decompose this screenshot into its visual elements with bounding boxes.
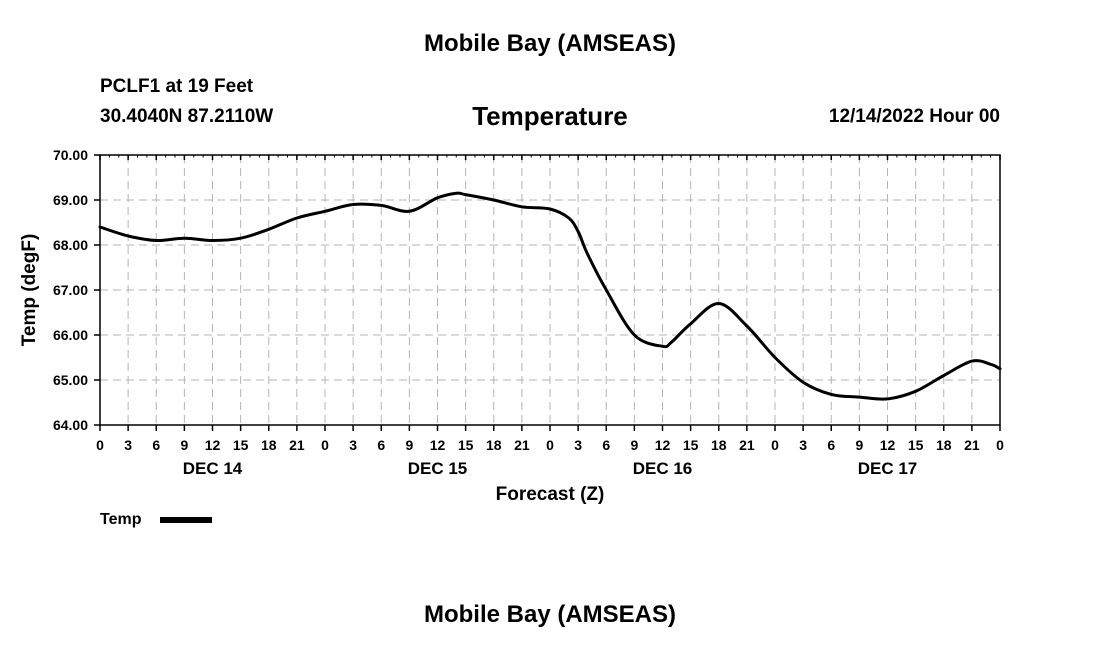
x-tick-label: 21 <box>739 437 755 453</box>
x-tick-label: 6 <box>377 437 385 453</box>
day-labels: DEC 14 DEC 15 DEC 16 DEC 17 <box>183 459 918 478</box>
x-tick-label: 21 <box>964 437 980 453</box>
y-axis-label: Temp (degF) <box>19 234 40 347</box>
x-axis-label: Forecast (Z) <box>496 484 605 505</box>
x-tick-label: 9 <box>630 437 638 453</box>
x-tick-label: 18 <box>936 437 952 453</box>
x-tick-label: 9 <box>405 437 413 453</box>
x-tick-labels: 0 3 6 9 12 15 18 21 0 3 6 9 12 15 18 21 0 3 6 9 12 15 18 21 0 3 6 9… <box>96 437 1004 453</box>
x-tick-label: 0 <box>546 437 554 453</box>
y-tick-label: 70.00 <box>53 147 88 163</box>
y-tick-label: 64.00 <box>53 417 88 433</box>
chart-heading: Temperature <box>472 101 628 131</box>
x-tick-label: 0 <box>996 437 1004 453</box>
x-tick-label: 3 <box>799 437 807 453</box>
day-label: DEC 14 <box>183 459 243 478</box>
x-tick-label: 15 <box>233 437 249 453</box>
y-tick-labels: 64.00 65.00 66.00 67.00 68.00 69.00 70.00 <box>53 147 88 433</box>
x-tick-label: 18 <box>711 437 727 453</box>
grid <box>100 155 1000 425</box>
x-tick-label: 0 <box>321 437 329 453</box>
x-tick-label: 12 <box>880 437 896 453</box>
x-tick-label: 12 <box>655 437 671 453</box>
coordinates-label: 30.4040N 87.2110W <box>100 106 274 127</box>
x-tick-label: 18 <box>261 437 277 453</box>
top-title: Mobile Bay (AMSEAS) <box>423 30 677 57</box>
x-tick-label: 12 <box>430 437 446 453</box>
legend-label-temp: Temp <box>100 511 142 528</box>
x-tick-label: 21 <box>514 437 530 453</box>
x-tick-label: 21 <box>289 437 305 453</box>
x-tick-label: 6 <box>152 437 160 453</box>
x-tick-label: 3 <box>124 437 132 453</box>
y-tick-label: 69.00 <box>53 192 88 208</box>
legend-swatch-temp <box>160 517 212 523</box>
station-label: PCLF1 at 19 Feet <box>100 76 254 97</box>
x-tick-label: 0 <box>771 437 779 453</box>
x-tick-label: 15 <box>458 437 474 453</box>
x-tick-label: 15 <box>683 437 699 453</box>
x-tick-label: 3 <box>574 437 582 453</box>
temperature-chart: 64.00 65.00 66.00 67.00 68.00 69.00 70.00 0 3 6 9… <box>19 147 1004 505</box>
y-tick-label: 67.00 <box>53 282 88 298</box>
x-tick-label: 0 <box>96 437 104 453</box>
run-time-label: 12/14/2022 Hour 00 <box>828 106 1000 127</box>
y-tick-label: 65.00 <box>53 372 88 388</box>
axis-ticks <box>94 154 1001 431</box>
x-tick-label: 6 <box>827 437 835 453</box>
x-tick-label: 9 <box>855 437 863 453</box>
x-tick-label: 3 <box>349 437 357 453</box>
day-label: DEC 15 <box>408 459 468 478</box>
x-tick-label: 6 <box>602 437 610 453</box>
y-tick-label: 68.00 <box>53 237 88 253</box>
y-tick-label: 66.00 <box>53 327 88 343</box>
day-label: DEC 17 <box>858 459 918 478</box>
x-tick-label: 12 <box>205 437 221 453</box>
x-tick-label: 15 <box>908 437 924 453</box>
x-tick-label: 9 <box>180 437 188 453</box>
temp-series-line <box>98 191 1002 401</box>
bottom-title: Mobile Bay (AMSEAS) <box>423 601 677 628</box>
x-tick-label: 18 <box>486 437 502 453</box>
day-label: DEC 16 <box>633 459 693 478</box>
